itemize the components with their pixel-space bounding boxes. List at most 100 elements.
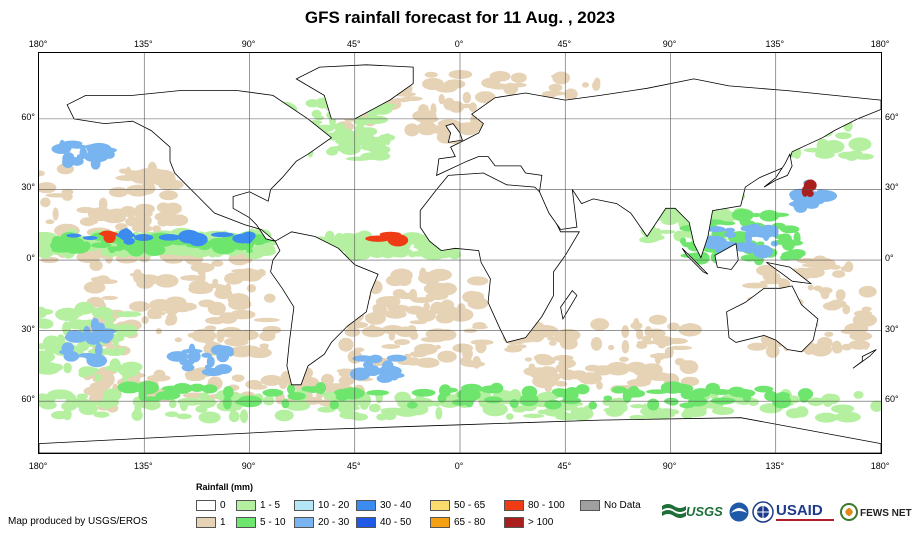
rain-cell xyxy=(62,408,72,421)
graticule xyxy=(39,53,881,453)
legend-swatch xyxy=(504,517,524,528)
rain-cell xyxy=(191,328,217,343)
landmass-indonesia-sumatra xyxy=(681,248,709,275)
usgs-logo: USGS xyxy=(660,498,724,526)
lat-tick-right: 60° xyxy=(885,394,899,405)
rain-cell xyxy=(44,343,59,354)
lon-tick-top: 0° xyxy=(454,39,464,49)
rain-cell xyxy=(733,242,752,252)
rain-cell xyxy=(605,361,630,376)
rain-cell xyxy=(109,358,121,373)
lon-tick-bottom: 135° xyxy=(133,461,153,471)
rain-cell xyxy=(862,341,870,350)
rain-cell xyxy=(305,386,321,393)
rain-cell xyxy=(425,328,450,340)
rain-cell xyxy=(39,350,56,364)
rain-cell xyxy=(809,343,833,357)
rain-cell xyxy=(409,331,419,340)
rain-cell xyxy=(537,409,547,415)
legend-label: 0 xyxy=(220,500,226,511)
rain-cell xyxy=(89,381,111,391)
rain-cell xyxy=(756,241,765,246)
rain-cell xyxy=(281,398,290,409)
rain-cell xyxy=(333,122,346,131)
legend-label: No Data xyxy=(604,500,641,511)
rain-cell xyxy=(424,71,438,78)
rain-cell xyxy=(133,233,154,241)
rain-cell xyxy=(181,348,203,354)
rain-cell xyxy=(253,317,280,323)
rain-cell xyxy=(188,383,206,393)
rain-cell xyxy=(222,395,232,410)
lat-tick-right: 30° xyxy=(885,323,899,334)
rain-cell xyxy=(219,326,243,338)
rain-cell xyxy=(781,251,803,259)
rain-cell xyxy=(91,306,114,319)
rain-cell xyxy=(223,245,233,253)
rain-cell xyxy=(394,391,411,404)
rain-cell xyxy=(387,234,409,247)
rainfall-map xyxy=(38,52,882,454)
rain-cell xyxy=(349,367,371,381)
rain-cell xyxy=(621,325,630,339)
rain-cell xyxy=(108,246,116,254)
rain-cell xyxy=(462,347,473,360)
rain-cell xyxy=(482,402,508,417)
rain-cell xyxy=(752,244,773,259)
rain-cell xyxy=(636,342,648,349)
landmass-indonesia-borneo xyxy=(714,242,739,270)
rain-cell xyxy=(262,388,284,397)
usaid-logo: USAID xyxy=(776,498,836,526)
rain-cell xyxy=(436,282,457,296)
rain-cell xyxy=(542,91,566,96)
legend-swatch xyxy=(504,500,524,511)
legend-label: 5 - 10 xyxy=(260,517,286,528)
rain-cell xyxy=(731,208,754,222)
rain-cell xyxy=(117,381,142,394)
rain-cell xyxy=(198,299,216,308)
rain-cell xyxy=(39,182,57,194)
map-canvas xyxy=(39,53,881,453)
legend-item: 50 - 65 xyxy=(430,500,485,512)
rain-cell xyxy=(710,397,736,405)
rain-cell xyxy=(61,192,73,201)
rain-cell xyxy=(248,384,268,390)
rain-cell xyxy=(201,384,218,394)
rain-cell xyxy=(472,356,481,369)
legend-item: 40 - 50 xyxy=(356,517,411,529)
rain-cell xyxy=(339,387,365,400)
legend-swatch xyxy=(430,517,450,528)
rain-cell xyxy=(747,342,767,351)
legend-swatch xyxy=(430,500,450,511)
rain-cell xyxy=(853,390,864,399)
rain-cell xyxy=(679,237,687,245)
rain-cell xyxy=(820,288,830,300)
rain-cell xyxy=(263,293,276,303)
rain-cell xyxy=(592,80,601,91)
legend-item: 30 - 40 xyxy=(356,500,411,512)
rain-cell xyxy=(720,221,736,226)
rain-cell xyxy=(649,353,673,359)
rain-cell xyxy=(368,403,381,413)
rain-cell xyxy=(368,145,391,154)
rain-cell xyxy=(630,404,645,409)
rain-cell xyxy=(619,356,629,362)
lon-tick-top: 180° xyxy=(870,39,890,49)
rain-cell xyxy=(548,83,563,92)
rain-cell xyxy=(379,103,396,109)
rain-cell xyxy=(164,317,174,326)
rain-cell xyxy=(172,383,193,394)
rain-cell xyxy=(360,131,375,145)
nasa-logo xyxy=(752,498,774,526)
rain-cell xyxy=(112,337,119,348)
rain-cell xyxy=(184,369,207,380)
rain-cell xyxy=(259,330,276,342)
rain-cell xyxy=(343,240,350,249)
rain-cell xyxy=(262,395,275,406)
legend-label: 30 - 40 xyxy=(380,500,412,511)
rain-cell xyxy=(39,362,61,375)
rain-cell xyxy=(83,281,106,294)
rain-cell xyxy=(336,132,361,147)
rain-cell xyxy=(780,225,800,234)
legend-swatch xyxy=(196,500,216,511)
